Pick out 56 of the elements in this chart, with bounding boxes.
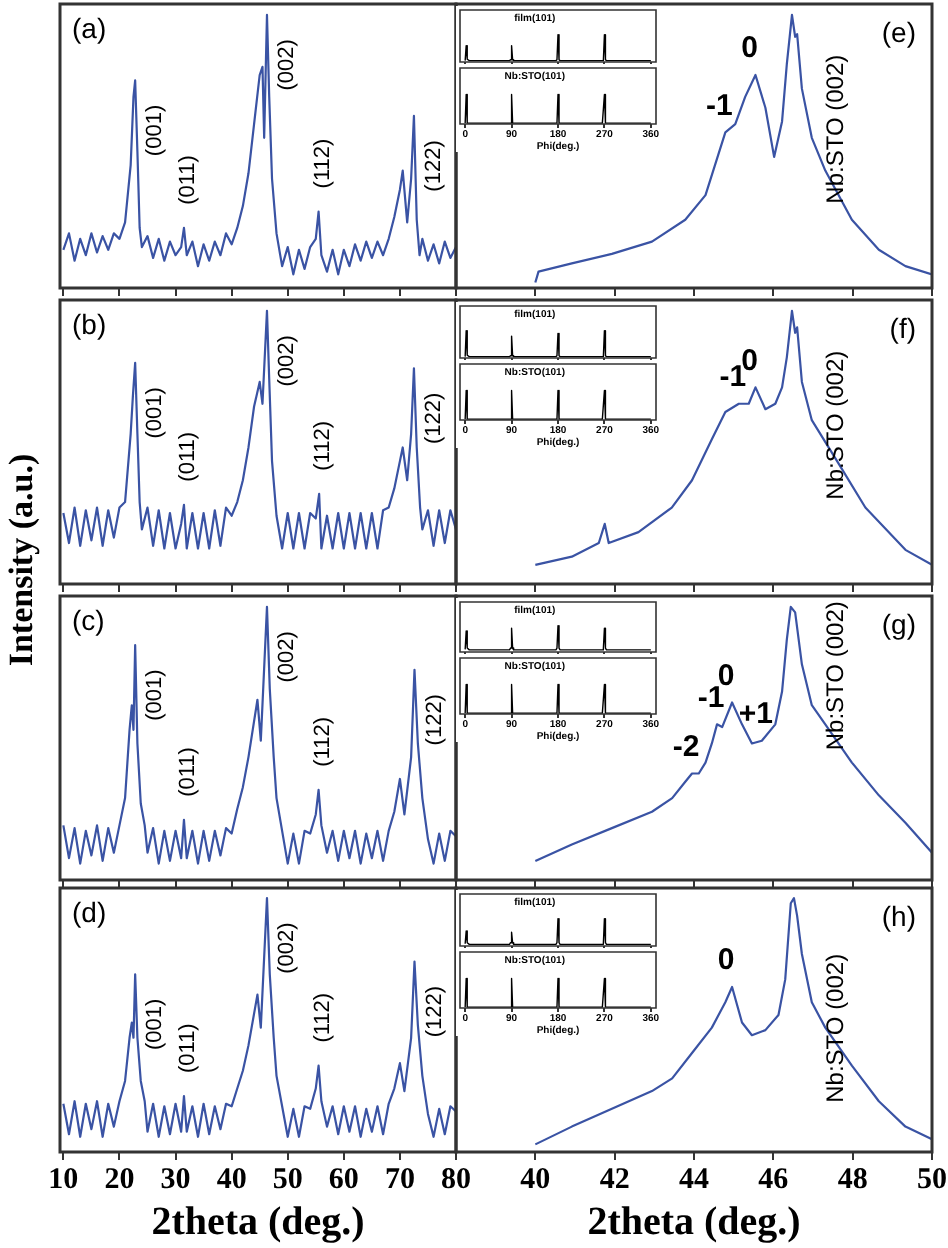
annotation: Nb:STO (002) — [821, 54, 850, 204]
annotation: (122) — [421, 140, 446, 192]
y-axis-title: Intensity (a.u.) — [2, 451, 42, 671]
annotation: (112) — [310, 992, 335, 1043]
x-tick-label: 42 — [599, 1163, 630, 1196]
x-tick-label: 40 — [520, 1163, 551, 1196]
annotation: (002) — [275, 922, 300, 974]
annotation: +1 — [738, 697, 773, 732]
annotation: (002) — [275, 39, 300, 91]
annotation: (122) — [421, 392, 446, 444]
annotation: Nb:STO (002) — [821, 953, 850, 1103]
x-tick-label: 48 — [837, 1163, 868, 1196]
annotation: (g) — [881, 607, 916, 640]
annotation: (d) — [72, 895, 107, 928]
annotation: (h) — [881, 899, 916, 932]
x-tick-label: 70 — [384, 1163, 415, 1196]
annotation: Nb:STO (002) — [821, 601, 850, 751]
annotation: (f) — [889, 311, 916, 344]
x-axis-title: 2theta (deg.) — [587, 1200, 801, 1245]
x-tick-label: 60 — [328, 1163, 359, 1196]
annotation: (122) — [422, 694, 447, 746]
x-axis-title: 2theta (deg.) — [151, 1200, 365, 1245]
x-tick-label: 46 — [758, 1163, 790, 1196]
annotation: -2 — [672, 729, 700, 764]
annotation: 0 — [741, 31, 758, 66]
x-tick-label: 50 — [272, 1163, 303, 1196]
annotation: (001) — [143, 998, 168, 1050]
annotation: (112) — [311, 421, 336, 471]
x-tick-label: 30 — [160, 1163, 191, 1196]
x-tick-label: 40 — [216, 1163, 247, 1196]
x-tick-label: 10 — [48, 1163, 79, 1196]
x-tick-label: 20 — [104, 1163, 135, 1196]
annotation: (a) — [72, 11, 107, 44]
x-tick-label: 50 — [917, 1163, 947, 1196]
annotation: (112) — [310, 138, 335, 189]
annotation: (001) — [143, 669, 168, 721]
annotation: (001) — [143, 104, 168, 157]
annotation: (001) — [143, 387, 168, 439]
x-tick-label: 44 — [679, 1163, 710, 1196]
annotation: (011) — [176, 747, 201, 797]
annotation: 0 — [717, 943, 735, 978]
annotation: (002) — [275, 631, 300, 683]
annotation: Nb:STO (002) — [821, 350, 850, 500]
annotation: (011) — [176, 1023, 201, 1074]
annotation: (e) — [881, 15, 916, 48]
x-tick-label: 80 — [441, 1163, 471, 1196]
annotation: (c) — [72, 603, 105, 636]
annotation: (011) — [176, 155, 201, 205]
annotation: (002) — [275, 335, 300, 387]
annotation: (122) — [422, 985, 447, 1038]
annotation: (b) — [72, 307, 107, 340]
annotation: 0 — [717, 658, 735, 693]
annotation: -1 — [705, 88, 733, 123]
annotation: (112) — [310, 717, 335, 767]
annotation: 0 — [741, 343, 758, 378]
annotation: (011) — [176, 431, 201, 482]
